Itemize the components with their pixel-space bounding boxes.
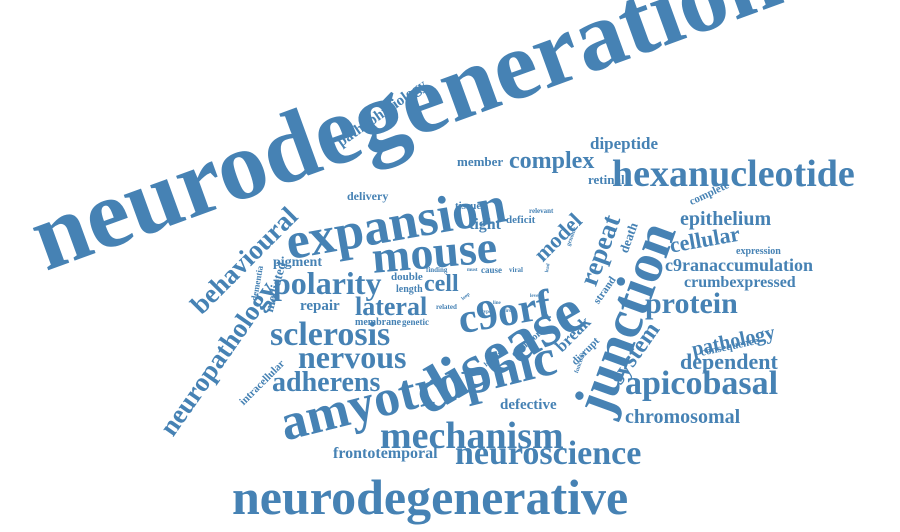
word-relevant: relevant <box>529 207 554 215</box>
word-retinal: retinal <box>588 172 625 187</box>
word-epithelium: epithelium <box>680 208 772 230</box>
word-protein: protein <box>645 287 738 320</box>
word-sclerosis: sclerosis <box>270 316 391 353</box>
word-hexanucleotide: hexanucleotide <box>612 153 855 195</box>
word-neurodegenerative: neurodegenerative <box>232 469 629 525</box>
word-tight: tight <box>469 216 501 233</box>
word-cause: cause <box>481 265 502 275</box>
word-repair: repair <box>300 298 340 314</box>
word-delivery: delivery <box>347 189 389 203</box>
word-complex: complex <box>509 148 595 174</box>
word-crumbexpressed: crumbexpressed <box>684 274 796 291</box>
word-type: type <box>482 310 492 315</box>
word-mechanism: mechanism <box>380 415 564 457</box>
word-lateral: lateral <box>355 292 428 321</box>
word-chromosomal: chromosomal <box>625 406 741 428</box>
word-neuroscience: neuroscience <box>455 435 642 472</box>
word-frontotemporal: frontotemporal <box>333 445 438 462</box>
word-finding: finding <box>426 266 448 274</box>
word-expression: expression <box>736 246 781 257</box>
word-length: length <box>396 284 423 295</box>
word-model: model <box>528 207 587 267</box>
word-adherens: adherens <box>272 367 381 398</box>
word-deficit: deficit <box>506 214 536 226</box>
word-defective: defective <box>500 397 557 413</box>
word-genetic: genetic <box>402 317 429 327</box>
word-related: related <box>436 303 457 311</box>
word-dependent: dependent <box>680 349 778 374</box>
word-c9ranaccumulation: c9ranaccumulation <box>665 255 813 275</box>
word-membrane: membrane <box>355 317 402 328</box>
word-lead: lead <box>545 263 552 273</box>
word-member: member <box>457 154 504 169</box>
word-viral: viral <box>509 266 523 274</box>
word-pigment: pigment <box>273 255 322 270</box>
word-line: line <box>493 301 501 306</box>
word-dipeptide: dipeptide <box>590 134 659 153</box>
word-apicobasal: apicobasal <box>625 365 779 402</box>
word-double: double <box>391 271 423 283</box>
word-virus: virus <box>503 309 514 314</box>
word-polarity: polarity <box>273 265 382 301</box>
word-nervous: nervous <box>298 339 407 375</box>
word-cell: cell <box>424 271 459 297</box>
word-level: level <box>530 294 540 299</box>
word-tissue: tissue <box>455 200 482 212</box>
word-must: must <box>467 268 478 273</box>
